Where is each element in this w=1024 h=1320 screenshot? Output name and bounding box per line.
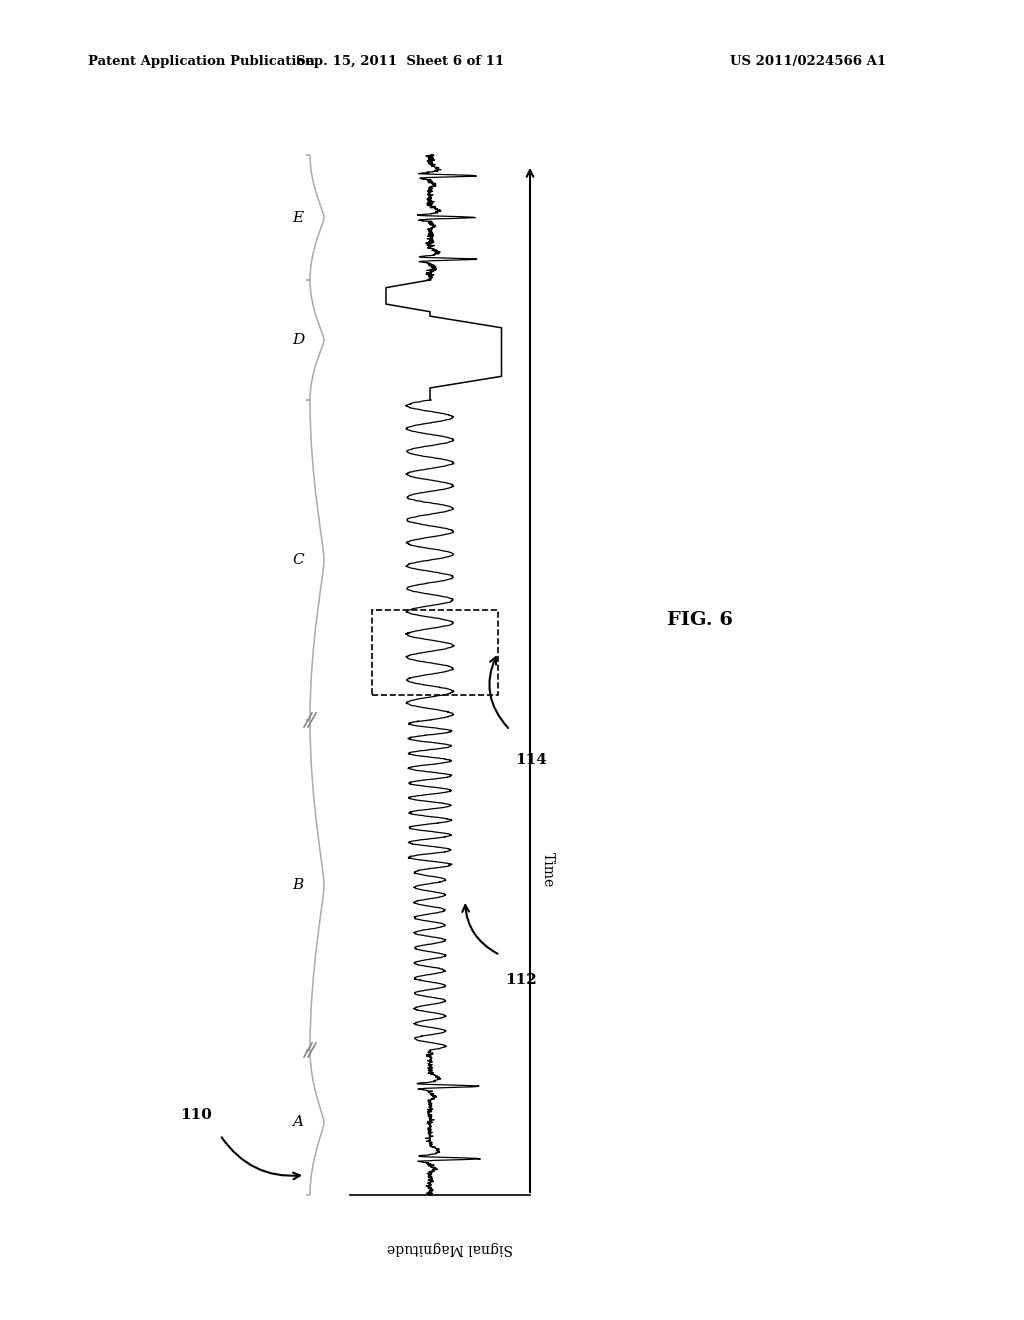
Text: Time: Time bbox=[541, 853, 555, 887]
Text: 112: 112 bbox=[505, 973, 537, 987]
Text: B: B bbox=[293, 878, 304, 892]
Text: Patent Application Publication: Patent Application Publication bbox=[88, 55, 314, 69]
Text: FIG. 6: FIG. 6 bbox=[667, 611, 733, 630]
Text: Signal Magnitude: Signal Magnitude bbox=[387, 1241, 513, 1255]
Text: 114: 114 bbox=[515, 752, 547, 767]
Text: A: A bbox=[293, 1115, 303, 1130]
Text: 110: 110 bbox=[180, 1107, 212, 1122]
Text: C: C bbox=[292, 553, 304, 568]
Text: E: E bbox=[293, 210, 303, 224]
Text: Sep. 15, 2011  Sheet 6 of 11: Sep. 15, 2011 Sheet 6 of 11 bbox=[296, 55, 504, 69]
Bar bbox=[372, 610, 498, 696]
Text: US 2011/0224566 A1: US 2011/0224566 A1 bbox=[730, 55, 886, 69]
Text: D: D bbox=[292, 333, 304, 347]
